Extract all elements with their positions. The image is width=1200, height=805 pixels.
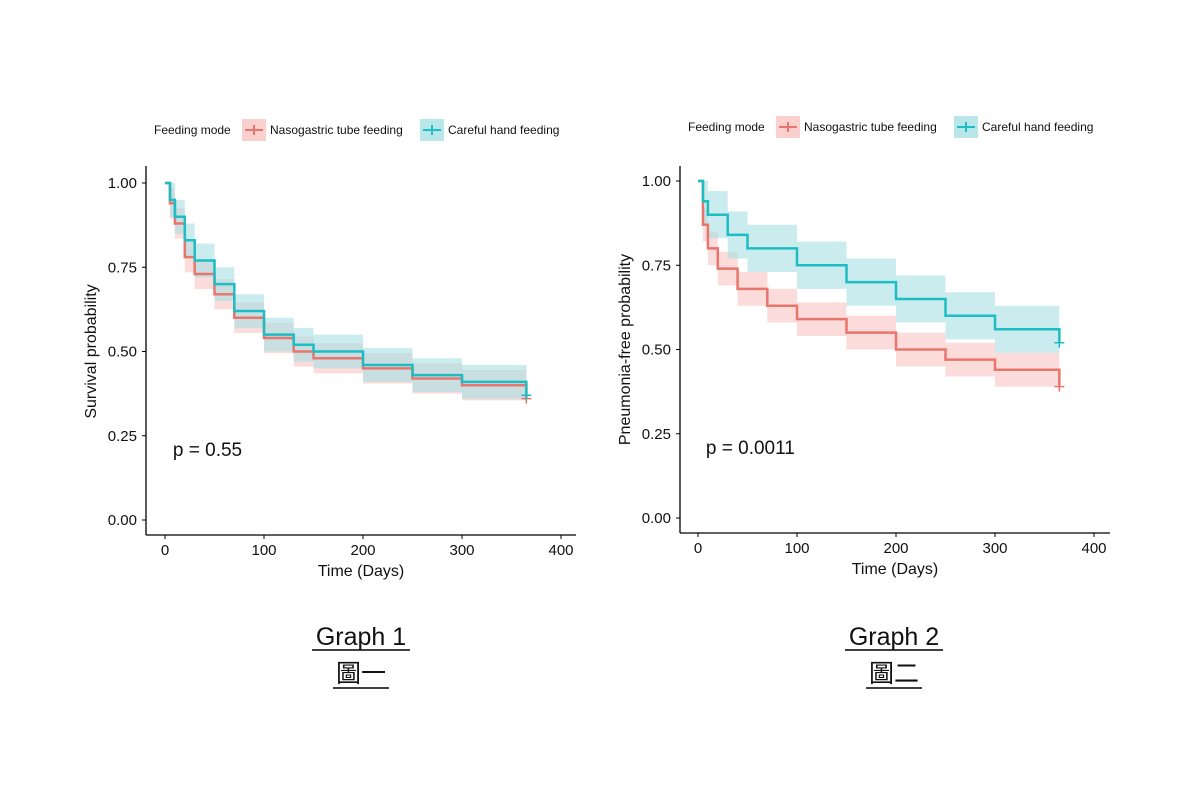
y-tick-label: 0.50 <box>108 344 137 361</box>
y-tick-label: 0.00 <box>642 510 671 527</box>
legend-key-icon <box>779 122 797 132</box>
chart-1: 0 100 200 300 400 0.00 0.25 0.50 0.75 1.00 Time (D… <box>83 119 576 689</box>
censor-mark <box>1054 381 1065 392</box>
legend-label: Nasogastric tube feeding <box>270 123 403 137</box>
legend-key-icon <box>245 125 263 135</box>
ci-band-hand-feeding <box>165 183 527 413</box>
y-tick-label: 0.25 <box>642 426 671 443</box>
legend-label: Nasogastric tube feeding <box>804 120 937 134</box>
x-tick-label: 300 <box>449 542 474 559</box>
y-tick-label: 0.50 <box>642 342 671 359</box>
x-axis-label: Time (Days) <box>852 561 939 578</box>
x-tick-label: 300 <box>982 540 1007 557</box>
legend: Feeding mode Nasogastric tube feeding Care… <box>154 119 559 141</box>
graph-caption-chinese: 圖一 <box>336 660 386 688</box>
graph-caption-chinese: 圖二 <box>869 660 919 688</box>
x-axis-label: Time (Days) <box>318 563 405 580</box>
y-tick-label: 1.00 <box>642 173 671 190</box>
x-tick-label: 0 <box>694 540 702 557</box>
y-tick-label: 0.25 <box>108 428 137 445</box>
graph-caption: Graph 1 <box>316 623 406 651</box>
legend-key-icon <box>423 125 441 135</box>
legend-title: Feeding mode <box>688 120 765 134</box>
y-axis-label: Survival probability <box>83 284 100 418</box>
series-line-hand-feeding <box>165 181 528 396</box>
chart-2: 0 100 200 300 400 0.00 0.25 0.50 0.75 1.00 Time (D… <box>617 116 1110 689</box>
y-tick-label: 0.75 <box>642 257 671 274</box>
legend-title: Feeding mode <box>154 123 231 137</box>
x-tick-label: 0 <box>161 542 169 559</box>
legend: Feeding mode Nasogastric tube feeding Care… <box>688 116 1093 138</box>
x-tick-label: 200 <box>883 540 908 557</box>
series-line-hand-feeding <box>698 179 1061 343</box>
legend-label: Careful hand feeding <box>982 120 1093 134</box>
ci-band-hand-feeding <box>698 181 1060 367</box>
legend-label: Careful hand feeding <box>448 123 559 137</box>
p-value-annotation: p = 0.55 <box>173 440 242 461</box>
x-tick-label: 200 <box>350 542 375 559</box>
series-line-nasogastric <box>698 179 1061 387</box>
censor-mark <box>521 390 532 401</box>
ci-band-nasogastric <box>698 181 1060 404</box>
legend-key-icon <box>957 122 975 132</box>
y-tick-label: 1.00 <box>108 175 137 192</box>
x-tick-label: 100 <box>251 542 276 559</box>
graph-caption: Graph 2 <box>849 623 939 651</box>
y-tick-label: 0.00 <box>108 512 137 529</box>
y-tick-label: 0.75 <box>108 259 137 276</box>
x-tick-label: 100 <box>784 540 809 557</box>
censor-mark <box>1054 337 1065 348</box>
p-value-annotation: p = 0.0011 <box>706 438 795 459</box>
x-tick-label: 400 <box>548 542 573 559</box>
x-tick-label: 400 <box>1081 540 1106 557</box>
y-axis-label: Pneumonia-free probability <box>617 254 634 445</box>
